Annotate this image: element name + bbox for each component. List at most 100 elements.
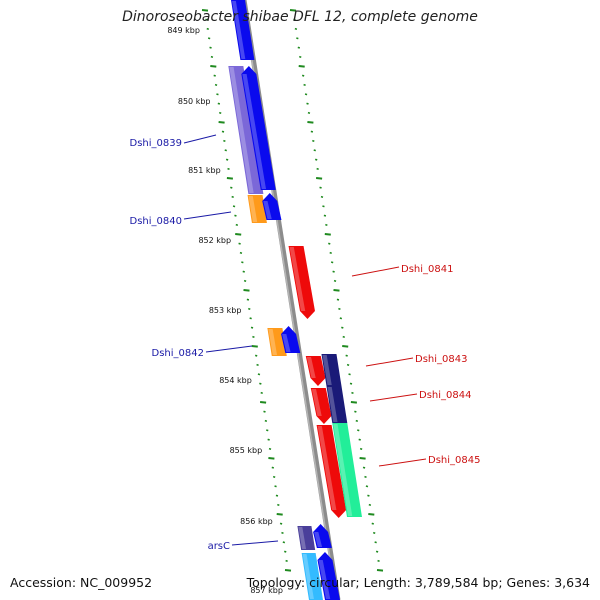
right-tick-mark <box>375 550 379 553</box>
reverse-cds <box>310 388 332 424</box>
right-tick-mark <box>342 335 345 339</box>
right-tick-mark <box>296 37 299 40</box>
kbp-tick-label: 852 kbp <box>198 236 231 245</box>
right-tick-mark <box>329 251 332 255</box>
left-tick-mark <box>227 167 230 171</box>
left-tick-mark <box>282 541 286 544</box>
left-tick-mark <box>266 429 269 432</box>
left-tick-mark <box>210 55 214 59</box>
reverse-gene <box>326 386 348 423</box>
right-tick-mark <box>322 205 325 208</box>
right-tick-mark <box>333 289 340 292</box>
left-tick-mark <box>254 354 258 357</box>
gene-label-arsc: arsC <box>208 541 230 552</box>
map-title: Dinoroseobacter shibae DFL 12, complete … <box>122 9 478 25</box>
right-tick-mark <box>364 475 367 479</box>
right-tick-mark <box>336 298 340 301</box>
right-tick-mark <box>307 121 314 124</box>
left-tick-mark <box>275 494 279 497</box>
left-tick-mark <box>268 457 275 460</box>
left-tick-mark <box>205 18 208 21</box>
right-tick-mark <box>306 102 309 105</box>
left-tick-mark <box>221 130 225 133</box>
left-tick-mark <box>285 559 288 563</box>
left-tick-mark <box>284 550 287 553</box>
left-tick-mark <box>251 345 258 348</box>
right-tick-mark <box>307 111 311 115</box>
right-tick-mark <box>359 457 366 460</box>
right-tick-mark <box>313 149 316 152</box>
forward-cds-shade <box>242 74 267 189</box>
reverse-gene-shade <box>327 387 338 422</box>
left-tick-mark <box>252 335 255 339</box>
forward-cds <box>262 193 282 220</box>
right-tick-mark <box>293 18 296 21</box>
left-tick-mark <box>232 205 236 208</box>
left-tick-mark <box>206 27 209 31</box>
left-tick-mark <box>284 569 292 572</box>
right-tick-mark <box>338 307 341 311</box>
gene-leader-line <box>205 345 253 353</box>
right-tick-mark <box>342 345 349 348</box>
forward-gene <box>297 526 316 550</box>
gene-leader-line <box>365 357 414 367</box>
kbp-tick-label: 849 kbp <box>167 26 200 35</box>
right-tick-mark <box>368 503 372 507</box>
right-tick-mark <box>289 9 297 12</box>
gene-leader-line <box>183 134 217 144</box>
left-tick-mark <box>250 326 254 329</box>
right-tick-mark <box>346 363 350 367</box>
right-tick-mark <box>324 233 331 236</box>
left-tick-mark <box>257 373 261 376</box>
forward-cds <box>281 326 301 353</box>
kbp-tick-label: 855 kbp <box>230 446 263 455</box>
forward-gene-shade <box>229 67 254 193</box>
left-tick-mark <box>267 438 270 441</box>
accession-text: Accession: NC_009952 <box>10 575 153 590</box>
forward-gene <box>228 66 264 194</box>
gene-label-dshi_0839: Dshi_0839 <box>130 138 182 149</box>
gene-leader-line <box>351 266 400 277</box>
left-tick-mark <box>226 177 233 180</box>
forward-cds-shade <box>318 560 331 599</box>
right-tick-mark <box>298 65 305 68</box>
gene-label-dshi_0844: Dshi_0844 <box>419 390 471 401</box>
right-tick-mark <box>348 373 351 376</box>
right-tick-mark <box>345 354 348 357</box>
gene-label-dshi_0840: Dshi_0840 <box>130 216 182 227</box>
reverse-gene-shade <box>333 424 353 516</box>
kbp-tick-label: 854 kbp <box>219 376 252 385</box>
left-tick-mark <box>277 503 280 507</box>
reverse-cds <box>288 246 315 319</box>
forward-gene <box>247 195 267 223</box>
left-tick-mark <box>235 233 242 236</box>
left-tick-mark <box>263 410 266 413</box>
gene-label-dshi_0843: Dshi_0843 <box>415 354 467 365</box>
right-tick-mark <box>330 261 334 264</box>
left-tick-mark <box>207 37 211 40</box>
gene-leader-line <box>183 211 232 220</box>
left-tick-mark <box>259 382 262 385</box>
left-tick-mark <box>230 186 233 189</box>
right-tick-mark <box>376 569 384 572</box>
left-tick-mark <box>218 121 225 124</box>
forward-gene-shade <box>268 329 278 355</box>
right-tick-mark <box>350 401 357 404</box>
right-tick-mark <box>368 513 375 516</box>
left-tick-mark <box>276 513 283 516</box>
left-tick-mark <box>260 391 263 395</box>
left-tick-mark <box>279 522 283 525</box>
left-tick-mark <box>272 475 276 479</box>
left-tick-mark <box>213 74 216 77</box>
forward-gene-shade <box>302 554 314 599</box>
forward-cds <box>317 552 340 600</box>
right-tick-mark <box>339 317 343 320</box>
gene-leader-line <box>369 393 418 402</box>
left-tick-mark <box>231 195 234 199</box>
left-tick-mark <box>243 279 247 283</box>
left-tick-mark <box>246 298 250 301</box>
left-tick-mark <box>260 401 267 404</box>
reverse-cds <box>305 356 326 386</box>
left-tick-mark <box>223 139 226 143</box>
